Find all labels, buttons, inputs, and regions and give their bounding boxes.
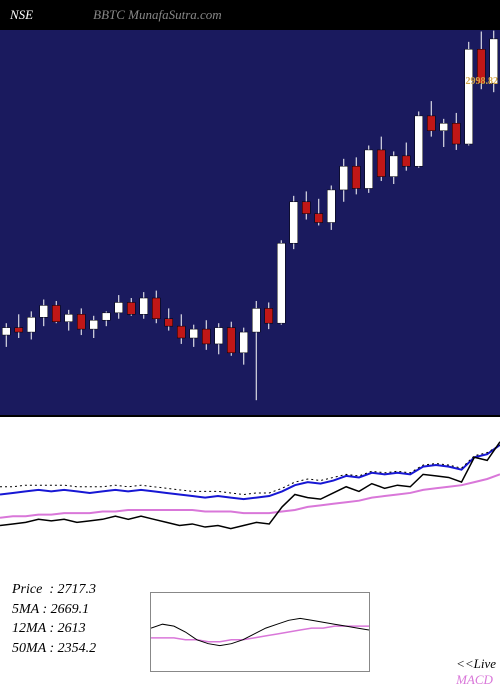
live-macd-tag: <<Live MACD: [456, 656, 496, 688]
live-prefix: <<Live: [456, 656, 496, 671]
last-price-label: 2998.82: [466, 76, 499, 87]
indicator-chart: [0, 417, 500, 572]
ticker-label: BBTC MunafaSutra.com: [93, 7, 222, 23]
macd-text: MACD: [456, 672, 493, 687]
mini-chart: [150, 592, 370, 672]
exchange-label: NSE: [10, 7, 33, 23]
chart-header: NSE BBTC MunafaSutra.com: [0, 0, 500, 30]
info-panel: Price : 2717.3 5MA : 2669.1 12MA : 2613 …: [0, 572, 500, 700]
candlestick-chart: 2998.82: [0, 30, 500, 415]
